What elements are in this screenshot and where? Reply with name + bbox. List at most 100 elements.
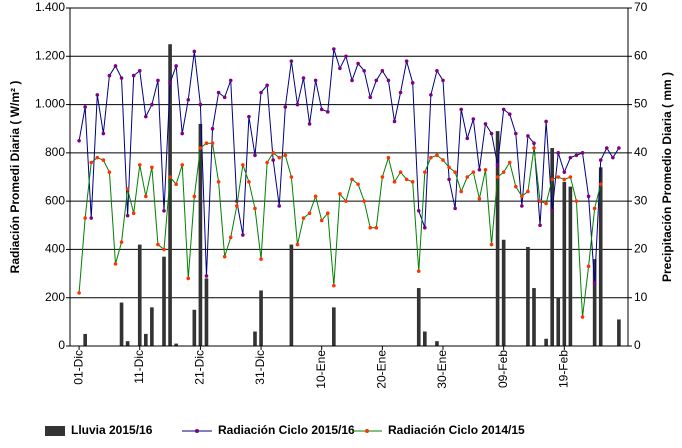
line-marker	[283, 105, 288, 109]
y-tick-label: 1.200	[35, 48, 65, 62]
line-marker	[271, 158, 275, 162]
line-marker	[332, 47, 336, 51]
x-tick-label: 11-Dic	[132, 350, 146, 384]
line-marker	[241, 163, 245, 167]
line-marker	[313, 78, 318, 83]
line-marker	[210, 141, 215, 145]
line-marker	[374, 225, 379, 230]
line-marker	[350, 177, 354, 182]
line-marker	[307, 122, 312, 126]
line-marker	[459, 189, 464, 194]
line-marker	[568, 175, 573, 179]
line-marker	[441, 78, 445, 83]
bar	[125, 341, 130, 346]
line-marker	[131, 73, 136, 78]
line-marker	[216, 180, 221, 184]
bar	[253, 331, 257, 346]
line-marker	[174, 182, 178, 187]
line-marker	[404, 177, 409, 182]
line-marker	[501, 170, 506, 174]
bar	[526, 247, 530, 346]
bar	[168, 44, 172, 346]
line-marker	[344, 54, 348, 59]
line-marker	[77, 138, 81, 143]
y-tick-label: 400	[45, 242, 65, 256]
line-marker	[307, 211, 312, 216]
line-marker	[137, 68, 142, 73]
line-marker	[435, 153, 439, 158]
line-marker	[362, 199, 366, 203]
line-marker	[277, 204, 282, 208]
line-marker	[107, 73, 112, 78]
line-marker	[101, 131, 106, 136]
line-marker	[544, 119, 548, 124]
line-marker	[526, 189, 530, 194]
line-marker	[507, 112, 512, 117]
line-marker	[89, 160, 94, 165]
bar	[544, 338, 548, 346]
line-marker	[386, 155, 391, 160]
legend-swatch	[45, 426, 65, 436]
y-tick-label: 200	[45, 290, 65, 304]
line-marker	[447, 165, 451, 170]
line-marker	[107, 170, 112, 174]
line-marker	[222, 95, 227, 100]
line-marker	[162, 209, 166, 213]
line-marker	[180, 163, 185, 167]
line-marker	[586, 194, 591, 199]
bar	[435, 341, 439, 346]
x-tick-label: 01-Dic	[71, 350, 85, 385]
line-marker	[198, 146, 203, 150]
line-marker	[156, 78, 160, 83]
legend-marker	[195, 429, 199, 433]
line-marker	[465, 136, 470, 141]
line-marker	[574, 153, 579, 158]
line-marker	[441, 158, 445, 162]
line-marker	[95, 93, 100, 97]
bar	[289, 244, 294, 346]
y2-axis-label: Precipitación Promedio Diaria ( mm )	[660, 72, 674, 282]
bar	[137, 244, 142, 346]
bar	[592, 259, 597, 346]
line-marker	[319, 107, 324, 112]
line-marker	[89, 216, 94, 220]
line-marker	[259, 90, 263, 95]
line-marker	[404, 59, 409, 63]
bar	[204, 278, 209, 346]
x-tick-label: 10-Ene	[314, 350, 328, 389]
line-marker	[453, 170, 457, 174]
line-marker	[119, 240, 124, 244]
line-marker	[489, 131, 494, 136]
line-marker	[150, 165, 154, 170]
line-marker	[265, 160, 269, 165]
bar	[598, 167, 603, 346]
line-marker	[416, 209, 421, 213]
bar	[174, 343, 178, 346]
x-tick-label: 21-Dic	[193, 350, 207, 385]
line-marker	[253, 153, 257, 158]
line-marker	[598, 182, 603, 187]
line-marker	[374, 78, 379, 83]
line-marker	[611, 155, 615, 160]
line-marker	[574, 199, 579, 203]
line-marker	[283, 153, 288, 158]
line-marker	[137, 163, 142, 167]
line-marker	[380, 68, 385, 73]
line-marker	[550, 177, 554, 182]
line-marker	[532, 146, 536, 150]
line-marker	[192, 194, 197, 199]
line-marker	[234, 204, 239, 208]
legend-label: Radiación Ciclo 2014/15	[388, 423, 525, 437]
line-marker	[271, 151, 275, 155]
line-marker	[423, 170, 427, 174]
line-marker	[356, 61, 360, 66]
y2-tick-label: 50	[634, 97, 648, 111]
line-marker	[228, 78, 233, 83]
line-marker	[174, 64, 178, 68]
line-marker	[301, 216, 306, 220]
line-marker	[477, 196, 482, 201]
x-tick-label: 09-Feb	[496, 350, 510, 388]
line-marker	[198, 102, 203, 107]
bar	[192, 309, 197, 346]
y2-tick-label: 30	[634, 193, 648, 207]
